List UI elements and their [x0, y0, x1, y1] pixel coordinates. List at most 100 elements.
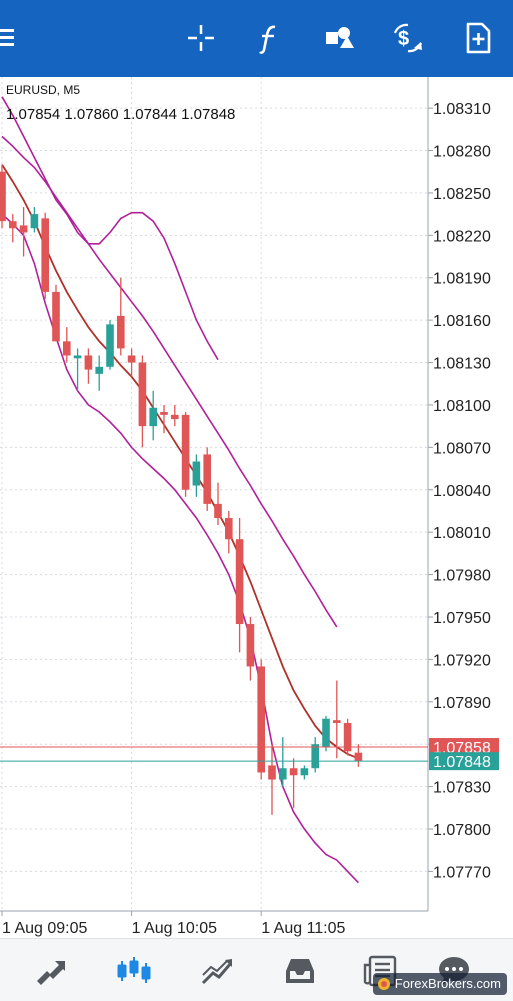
- candle: [214, 482, 222, 526]
- forexbrokers-watermark: ForexBrokers.com: [372, 973, 507, 995]
- price-tick-label: 1.07890: [433, 695, 491, 712]
- bid-price-badge: [429, 752, 499, 771]
- trade-icon[interactable]: $: [388, 18, 428, 58]
- ohlc-values: 1.07854 1.07860 1.07844 1.07848: [6, 106, 236, 123]
- price-tick-label: 1.08280: [433, 144, 491, 161]
- price-tick-label: 1.07950: [433, 610, 491, 627]
- candle-body: [84, 355, 93, 370]
- bid-price-label: 1.07848: [433, 754, 491, 771]
- moving-average-line: [1, 164, 359, 760]
- candle-body: [235, 539, 244, 625]
- price-tick-label: 1.07920: [433, 652, 491, 669]
- candle: [30, 207, 39, 233]
- candle-body: [0, 171, 6, 222]
- candle-body: [171, 414, 179, 420]
- candle-body: [52, 291, 60, 342]
- indicators-icon[interactable]: [249, 18, 289, 58]
- candle: [73, 348, 82, 391]
- candle-body: [343, 722, 352, 752]
- price-tick-label: 1.08070: [433, 440, 491, 457]
- candle-body: [19, 225, 28, 233]
- candle: [149, 390, 157, 441]
- envelope-lower-line: [1, 213, 359, 884]
- price-tick-label: 1.08100: [433, 398, 491, 415]
- candle-body: [246, 624, 255, 667]
- candle-body: [322, 718, 330, 748]
- candle: [203, 447, 211, 511]
- candle-body: [106, 324, 114, 367]
- candle: [279, 737, 287, 787]
- candle: [246, 616, 255, 681]
- candle: [19, 207, 28, 257]
- top-toolbar: $: [0, 0, 513, 77]
- candle-body: [41, 218, 49, 292]
- candle-body: [300, 768, 309, 776]
- candle-body: [73, 355, 82, 359]
- chart-canvas[interactable]: 1.08310 1.08280 1.08250 1.08220 1.08190 1.081…: [0, 77, 513, 938]
- candle-body: [30, 214, 39, 229]
- candle-body: [138, 362, 147, 427]
- candle: [333, 680, 341, 759]
- envelope-upper-line: [1, 135, 338, 628]
- candle: [171, 404, 179, 427]
- new-order-icon[interactable]: [458, 18, 498, 58]
- objects-icon[interactable]: [318, 18, 358, 58]
- candle-body: [181, 414, 190, 490]
- candle-body: [268, 765, 276, 780]
- candle-body: [214, 503, 222, 519]
- svg-text:$: $: [398, 28, 409, 50]
- time-tick-label: 1 Aug 09:05: [2, 920, 88, 937]
- ask-price-badge: [429, 738, 499, 757]
- price-tick-label: 1.07830: [433, 780, 491, 797]
- candle: [311, 737, 319, 773]
- time-tick-label: 1 Aug 10:05: [132, 920, 218, 937]
- candle: [127, 348, 136, 377]
- candle: [0, 164, 6, 229]
- candle-body: [192, 461, 201, 486]
- quotes-icon[interactable]: [31, 951, 71, 991]
- candle-body: [95, 366, 103, 374]
- forexbrokers-logo-icon: [377, 978, 390, 990]
- price-tick-label: 1.07980: [433, 568, 491, 585]
- candle: [192, 454, 201, 497]
- price-tick-label: 1.08130: [433, 356, 491, 373]
- candle: [235, 518, 244, 653]
- price-tick-label: 1.08310: [433, 101, 491, 118]
- chart-icon[interactable]: [114, 951, 154, 991]
- history-icon[interactable]: [280, 951, 320, 991]
- candle: [106, 320, 114, 370]
- hamburger-menu-icon[interactable]: [0, 18, 30, 58]
- candle-body: [279, 768, 287, 780]
- candle: [289, 758, 298, 808]
- price-tick-label: 1.08040: [433, 483, 491, 500]
- price-chart[interactable]: 1.08310 1.08280 1.08250 1.08220 1.08190 1.081…: [0, 77, 513, 938]
- candle: [257, 659, 265, 780]
- candle-body: [225, 518, 233, 540]
- price-tick-label: 1.08160: [433, 313, 491, 330]
- candle: [84, 348, 93, 384]
- candle-body: [354, 752, 363, 762]
- watermark-text: ForexBrokers.com: [394, 976, 501, 991]
- envelope-upper-far-line: [1, 96, 219, 361]
- candle-body: [311, 744, 319, 769]
- candle: [9, 214, 17, 243]
- candle: [354, 744, 363, 767]
- candle: [138, 355, 147, 448]
- candle: [268, 744, 276, 815]
- candle-body: [117, 315, 125, 349]
- price-tick-label: 1.07800: [433, 822, 491, 839]
- trade-icon[interactable]: [198, 951, 238, 991]
- candle: [322, 715, 330, 752]
- candle-body: [160, 412, 168, 415]
- candle-body: [63, 341, 71, 356]
- price-tick-label: 1.08220: [433, 228, 491, 245]
- candle: [181, 412, 190, 497]
- candle: [63, 327, 71, 363]
- candle: [41, 212, 49, 299]
- crosshair-icon[interactable]: [181, 18, 221, 58]
- bottom-navigation: ForexBrokers.com: [0, 938, 513, 1001]
- candle: [160, 404, 168, 434]
- candle: [343, 718, 352, 756]
- candle-body: [203, 454, 211, 504]
- candle-body: [9, 221, 17, 229]
